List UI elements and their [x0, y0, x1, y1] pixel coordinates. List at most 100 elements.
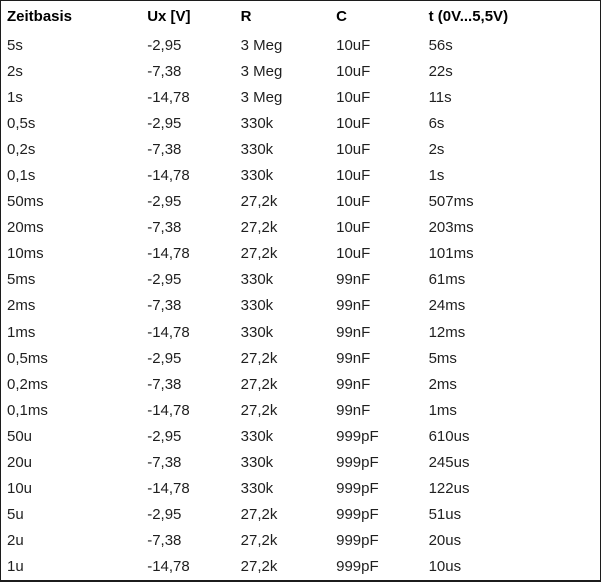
table-cell: 1u — [7, 558, 24, 576]
table-cell: 20ms — [7, 219, 44, 237]
table-row: 0,2s -7,38 330k 10uF 2s — [1, 136, 601, 162]
table-cell: 5ms — [7, 271, 36, 289]
table-cell: -2,95 — [147, 506, 182, 524]
table-cell: 1ms — [428, 401, 457, 419]
table-cell: 330k — [240, 297, 274, 315]
table-cell: 3 Meg — [240, 36, 283, 54]
table-cell: 0,2ms — [7, 375, 48, 393]
table-cell: 999pF — [336, 427, 379, 445]
column-header: C — [336, 8, 347, 25]
table-cell: -7,38 — [147, 62, 182, 80]
table-row: 10ms -14,78 27,2k 10uF 101ms — [1, 241, 601, 267]
table-cell: 5u — [7, 506, 24, 524]
table-row: 0,1s -14,78 330k 10uF 1s — [1, 162, 601, 188]
column-header: R — [240, 8, 252, 25]
table-cell: 0,2s — [7, 140, 36, 158]
table-row: 2ms -7,38 330k 99nF 24ms — [1, 293, 601, 319]
table-cell: 0,5ms — [7, 349, 48, 367]
table-cell: 5s — [7, 36, 23, 54]
table-cell: -2,95 — [147, 36, 182, 54]
column-header: Zeitbasis — [7, 8, 73, 25]
table-cell: 5ms — [428, 349, 457, 367]
table-cell: -2,95 — [147, 349, 182, 367]
table-row: 0,2ms -7,38 27,2k 99nF 2ms — [1, 371, 601, 397]
table-cell: 330k — [240, 114, 274, 132]
table-cell: -14,78 — [147, 88, 190, 106]
table-row: 2u -7,38 27,2k 999pF 20us — [1, 528, 601, 554]
table-cell: 99nF — [336, 349, 371, 367]
table-cell: 11s — [428, 88, 452, 106]
table-cell: -14,78 — [147, 480, 190, 498]
table-cell: -7,38 — [147, 454, 182, 472]
table-cell: 27,2k — [240, 401, 278, 419]
table-cell: 20u — [7, 454, 33, 472]
table-cell: 507ms — [428, 193, 474, 211]
table-cell: 27,2k — [240, 219, 278, 237]
table-cell: 999pF — [336, 454, 379, 472]
table-row: 5u -2,95 27,2k 999pF 51us — [1, 502, 601, 528]
table-cell: 99nF — [336, 401, 371, 419]
table-row: 10u -14,78 330k 999pF 122us — [1, 476, 601, 502]
table-body: 5s -2,95 3 Meg 10uF 56s 2s -7,38 3 Meg 10uF 22s 1s… — [1, 32, 601, 581]
table-cell: 101ms — [428, 245, 474, 263]
table-cell: 2s — [7, 62, 23, 80]
table-cell: 3 Meg — [240, 88, 283, 106]
table-cell: -14,78 — [147, 401, 190, 419]
table-cell: 10uF — [336, 62, 371, 80]
table-cell: 51us — [428, 506, 462, 524]
table-cell: 99nF — [336, 323, 371, 341]
table-cell: 999pF — [336, 532, 379, 550]
table-row: 0,5ms -2,95 27,2k 99nF 5ms — [1, 345, 601, 371]
table-row: 2s -7,38 3 Meg 10uF 22s — [1, 58, 601, 84]
table-cell: 61ms — [428, 271, 466, 289]
table-cell: 999pF — [336, 480, 379, 498]
table-cell: 10uF — [336, 193, 371, 211]
table-row: 20ms -7,38 27,2k 10uF 203ms — [1, 215, 601, 241]
table-cell: 10uF — [336, 167, 371, 185]
table-cell: 330k — [240, 167, 274, 185]
table-cell: 203ms — [428, 219, 474, 237]
table-cell: 27,2k — [240, 506, 278, 524]
table-row: 50u -2,95 330k 999pF 610us — [1, 423, 601, 449]
table-row: 50ms -2,95 27,2k 10uF 507ms — [1, 189, 601, 215]
table-cell: 2ms — [428, 375, 457, 393]
table-cell: -14,78 — [147, 167, 190, 185]
table-cell: 10uF — [336, 88, 371, 106]
column-header: Ux [V] — [147, 8, 191, 25]
table-row: 20u -7,38 330k 999pF 245us — [1, 450, 601, 476]
table-cell: 999pF — [336, 506, 379, 524]
table-cell: 99nF — [336, 271, 371, 289]
table-cell: 27,2k — [240, 193, 278, 211]
table-cell: 6s — [428, 114, 445, 132]
table-cell: 20us — [428, 532, 462, 550]
table-cell: 330k — [240, 454, 274, 472]
table-cell: -7,38 — [147, 140, 182, 158]
table-cell: 999pF — [336, 558, 379, 576]
table-cell: 2s — [428, 140, 445, 158]
table-cell: 1ms — [7, 323, 36, 341]
table-cell: 10uF — [336, 36, 371, 54]
table-cell: 27,2k — [240, 245, 278, 263]
table-cell: 2ms — [7, 297, 36, 315]
table-cell: 330k — [240, 323, 274, 341]
table-row: 1ms -14,78 330k 99nF 12ms — [1, 319, 601, 345]
table-cell: 27,2k — [240, 558, 278, 576]
table-cell: 24ms — [428, 297, 466, 315]
table-cell: 10us — [428, 558, 462, 576]
table-cell: 1s — [7, 88, 23, 106]
table-row: 5s -2,95 3 Meg 10uF 56s — [1, 32, 601, 58]
table-cell: 12ms — [428, 323, 466, 341]
table-cell: 1s — [428, 167, 445, 185]
table-cell: -14,78 — [147, 245, 190, 263]
table-cell: 330k — [240, 271, 274, 289]
table-cell: 330k — [240, 427, 274, 445]
table-cell: -7,38 — [147, 219, 182, 237]
table-cell: 10uF — [336, 245, 371, 263]
table-cell: 10uF — [336, 114, 371, 132]
table-cell: -2,95 — [147, 427, 182, 445]
table-cell: 27,2k — [240, 349, 278, 367]
table-cell: 122us — [428, 480, 470, 498]
